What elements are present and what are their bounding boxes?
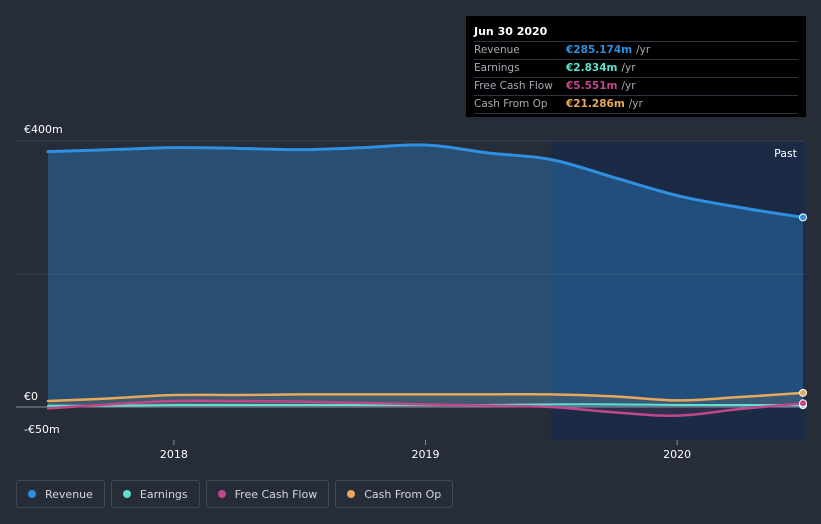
tooltip-value: €285.174m: [566, 44, 633, 56]
tooltip-value: €21.286m: [566, 98, 625, 110]
tooltip-label: Cash From Op: [474, 98, 548, 110]
y-tick-label: €0: [24, 390, 38, 403]
tooltip-row-revenue: Revenue €285.174m /yr: [474, 42, 798, 60]
tooltip-row-free-cash-flow: Free Cash Flow €5.551m /yr: [474, 78, 798, 96]
y-tick-label: -€50m: [24, 423, 60, 436]
tooltip-label: Earnings: [474, 62, 520, 74]
legend-item-cash-from-op[interactable]: Cash From Op: [335, 480, 454, 508]
x-tick-label: 2019: [412, 448, 440, 461]
tooltip-unit: /yr: [621, 80, 636, 92]
legend-label: Cash From Op: [364, 487, 442, 501]
tooltip: Jun 30 2020 Revenue €285.174m /yr Earnin…: [466, 16, 806, 117]
tooltip-unit: /yr: [636, 44, 651, 56]
x-tick-label: 2018: [160, 448, 188, 461]
past-region: [551, 141, 805, 440]
legend-item-earnings[interactable]: Earnings: [110, 480, 200, 508]
cash-from-op-endpoint: [799, 388, 807, 397]
tooltip-value: €5.551m: [566, 80, 618, 92]
series-endpoints: [799, 213, 807, 410]
x-tick-label: 2020: [663, 448, 691, 461]
legend-label: Free Cash Flow: [234, 487, 318, 501]
revenue-endpoint: [799, 213, 807, 222]
revenue-line: [46, 143, 805, 219]
revenue-dot-icon: [28, 490, 36, 498]
gridlines: [16, 140, 805, 408]
legend-item-revenue[interactable]: Revenue: [16, 480, 105, 508]
earnings-dot-icon: [122, 490, 131, 498]
free-cash-flow-endpoint: [799, 399, 807, 408]
tooltip-unit: /yr: [621, 62, 636, 74]
y-axis-labels: €400m €0 -€50m: [24, 123, 63, 436]
legend: Revenue Earnings Free Cash Flow Cash Fro…: [16, 480, 454, 508]
past-label: Past: [774, 147, 798, 160]
y-tick-label: €400m: [24, 123, 63, 136]
series-lines: [46, 143, 805, 417]
tooltip-date: Jun 30 2020: [474, 24, 798, 42]
revenue-area: [48, 144, 803, 407]
cash-from-op-dot-icon: [347, 490, 356, 498]
x-axis: 2018 2019 2020: [160, 440, 691, 461]
cash-from-op-line: [46, 391, 805, 403]
legend-item-free-cash-flow[interactable]: Free Cash Flow: [205, 480, 330, 508]
tooltip-row-cash-from-op: Cash From Op €21.286m /yr: [474, 96, 798, 114]
tooltip-label: Free Cash Flow: [474, 80, 553, 92]
tooltip-unit: /yr: [628, 98, 643, 110]
tooltip-value: €2.834m: [566, 62, 618, 74]
free-cash-flow-dot-icon: [217, 490, 226, 498]
tooltip-row-earnings: Earnings €2.834m /yr: [474, 60, 798, 78]
legend-label: Revenue: [45, 487, 93, 501]
tooltip-label: Revenue: [474, 44, 520, 56]
free-cash-flow-line: [46, 399, 805, 417]
legend-label: Earnings: [139, 487, 188, 501]
